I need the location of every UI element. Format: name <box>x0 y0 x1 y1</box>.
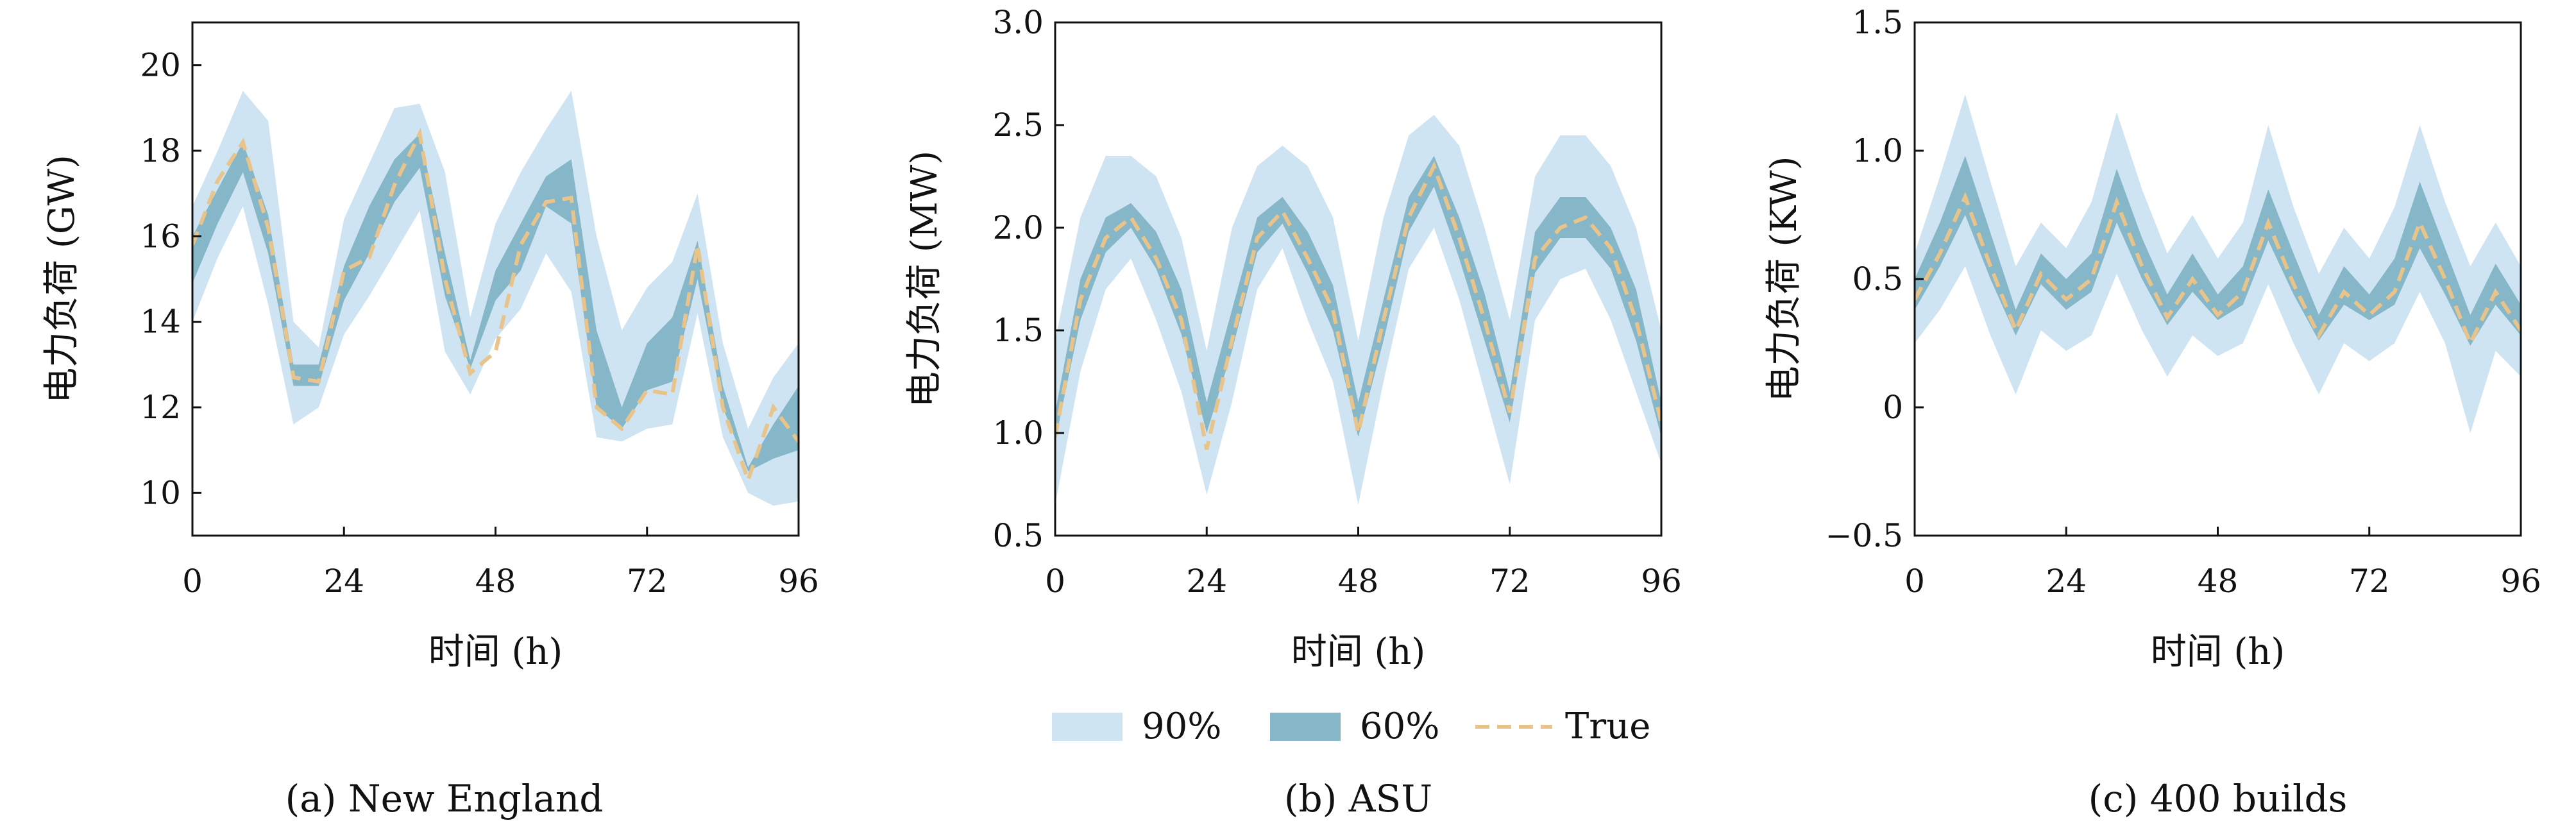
y-tick-label: 12 <box>140 389 181 426</box>
x-tick-label: 96 <box>1641 563 1682 600</box>
x-tick-label: 72 <box>2349 563 2390 600</box>
true-line <box>192 127 799 486</box>
x-tick-label: 48 <box>2198 563 2239 600</box>
y-axis-label: 电力负荷 (KW) <box>1763 157 1805 402</box>
x-tick-label: 72 <box>1489 563 1530 600</box>
y-tick-label: 1.5 <box>992 312 1044 349</box>
y-tick-label: 18 <box>140 132 181 169</box>
true-line <box>1915 192 2521 348</box>
caption-c-400-builds: (c) 400 builds <box>2089 777 2348 820</box>
y-tick-label: 2.5 <box>992 106 1044 144</box>
band-60-percent <box>1055 156 1661 441</box>
y-tick-label: 0.5 <box>992 517 1044 554</box>
x-tick-label: 48 <box>475 563 516 600</box>
band-90-percent <box>1915 94 2521 433</box>
y-tick-label: 0.5 <box>1852 260 1903 298</box>
x-axis-label: 时间 (h) <box>2151 631 2285 673</box>
x-tick-label: 96 <box>2500 563 2541 600</box>
y-tick-label: 3.0 <box>992 4 1044 41</box>
x-tick-label: 0 <box>1045 563 1065 600</box>
x-tick-label: 24 <box>1186 563 1227 600</box>
y-tick-label: 1.0 <box>1852 132 1903 169</box>
legend-label: 60% <box>1360 706 1439 747</box>
y-tick-label: 1.5 <box>1852 4 1903 41</box>
x-tick-label: 72 <box>627 563 668 600</box>
chart-panel-2: 0 24 48 72 96 0.5 1.0 1.5 2.0 2.5 3.0 时间 (h) 电力负荷 (M… <box>904 4 1682 820</box>
legend-swatch-90 <box>1052 713 1123 741</box>
legend-swatch-60 <box>1270 713 1341 741</box>
y-tick-label: 1.0 <box>992 414 1044 452</box>
caption-b-asu: (b) ASU <box>1284 777 1432 820</box>
chart-panel-3: 0 24 48 72 96−0.500.51.01.5时间 (h)电力负荷 (KW)(c… <box>1763 4 2541 820</box>
x-tick-label: 24 <box>2046 563 2087 600</box>
x-tick-label: 0 <box>1904 563 1925 600</box>
y-tick-label: 2.0 <box>992 209 1044 246</box>
band-60-percent <box>192 133 799 472</box>
caption-a-new-england: (a) New England <box>285 777 604 820</box>
legend-label: True <box>1565 706 1650 747</box>
y-tick-label: 20 <box>140 47 181 84</box>
x-tick-label: 96 <box>778 563 819 600</box>
y-tick-label: 14 <box>140 303 181 341</box>
y-tick-label: −0.5 <box>1826 517 1903 554</box>
true-line <box>1055 161 1661 450</box>
x-tick-label: 0 <box>182 563 203 600</box>
y-tick-label: 16 <box>140 217 181 255</box>
y-axis-label: 电力负荷 (GW) <box>41 155 83 403</box>
x-tick-label: 48 <box>1338 563 1379 600</box>
x-axis-label: 时间 (h) <box>428 631 563 673</box>
legend-label: 90% <box>1142 706 1221 747</box>
y-tick-label: 0 <box>1883 389 1903 426</box>
y-axis-label: 电力负荷 (MW) <box>904 151 945 407</box>
band-90-percent <box>1055 115 1661 505</box>
y-tick-label: 10 <box>140 474 181 511</box>
legend: 90% 60% True <box>1052 706 1650 747</box>
x-tick-label: 24 <box>323 563 364 600</box>
x-axis-label: 时间 (h) <box>1291 631 1426 673</box>
chart-panel-1: 0 24 48 72 96 10 12 14 16 18 20 时间 (h) 电力负荷 (GW) (a) … <box>41 21 819 820</box>
